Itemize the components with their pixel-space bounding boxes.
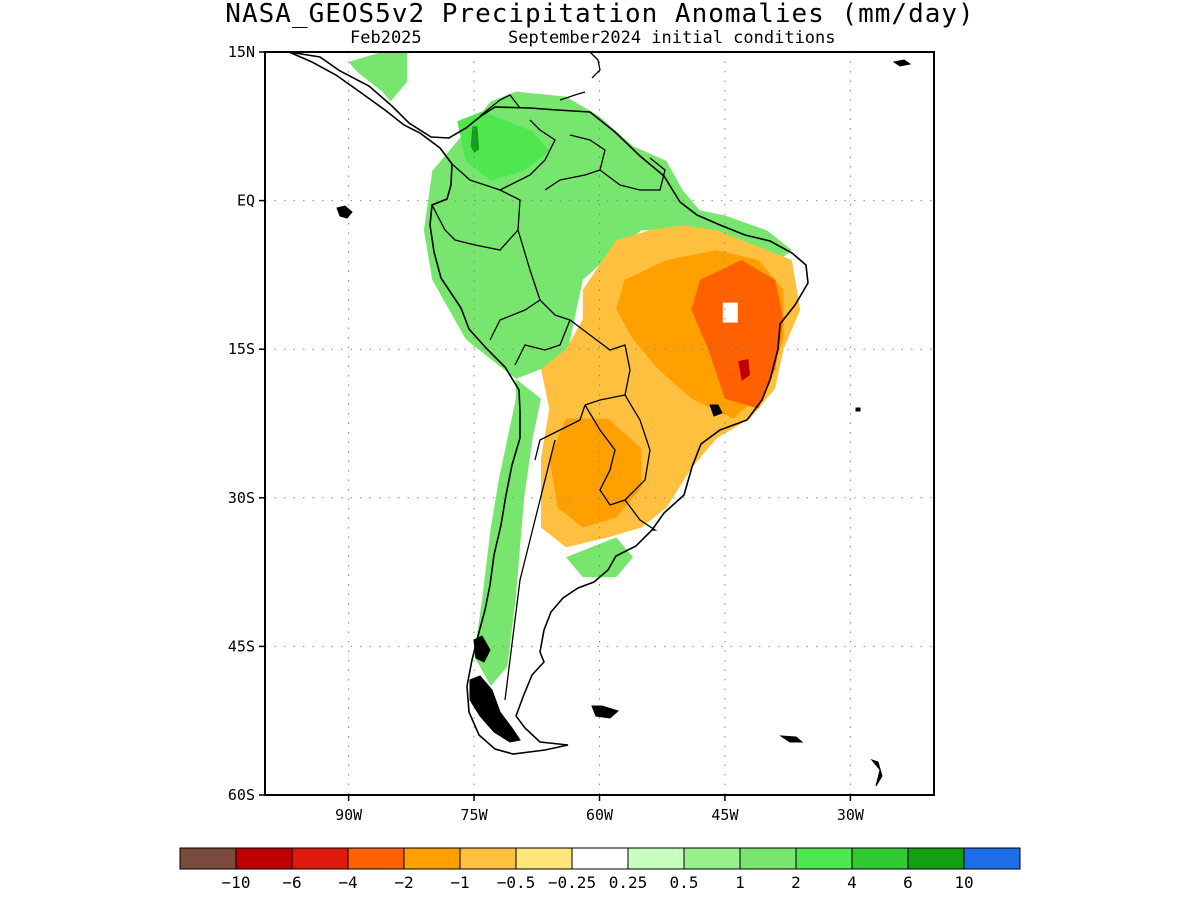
lat-tick-label: 45S [228,637,255,655]
colorbar-swatch [515,847,573,870]
lon-tick-label: 30W [837,806,865,824]
anomaly-region-2 [470,126,480,153]
lat-tick-label: 15N [228,43,255,61]
anomaly-region-8 [549,418,642,528]
colorbar-swatch [795,847,853,870]
colorbar-swatch [235,847,293,870]
longitude-axis: 90W 75W 60W 45W 30W [335,795,865,824]
colorbar-swatch [851,847,909,870]
colorbar-swatch [347,847,405,870]
latitude-axis: 15N EQ 15S 30S 45S 60S [228,43,265,804]
colorbar-label: 4 [847,873,857,892]
valid-month: Feb2025 [350,28,422,48]
anomaly-region-4 [348,52,408,102]
figure-title: NASA_GEOS5v2 Precipitation Anomalies (mm… [225,0,975,29]
colorbar-label: −0.5 [497,873,536,892]
lat-tick-label: 15S [228,340,255,358]
islands [336,59,912,787]
colorbar-label: 0.5 [670,873,699,892]
colorbar-label: −4 [338,873,357,892]
colorbar-label: 1 [735,873,745,892]
anomaly-region-1 [457,111,550,181]
colorbar-swatch [403,847,461,870]
lon-tick-label: 90W [335,806,363,824]
colorbar-label: −2 [394,873,413,892]
colorbar-swatch [459,847,517,870]
colorbar-swatch [571,847,629,870]
lat-tick-label: 30S [228,489,255,507]
anomaly-region-3 [474,141,476,144]
colorbar-label: 2 [791,873,801,892]
missing-data-cell [722,302,738,323]
colorbar-swatch [683,847,741,870]
lat-tick-label: EQ [237,192,255,210]
lat-tick-label: 60S [228,786,255,804]
colorbar-label: 0.25 [609,873,648,892]
anomaly-region-5 [566,537,633,578]
anomaly-layer [348,52,801,687]
south-america-coastline [288,52,809,755]
lon-tick-label: 45W [711,806,739,824]
colorbar-label: −10 [222,873,251,892]
colorbar-swatch [739,847,797,870]
colorbar-label: 10 [954,873,973,892]
colorbar-label: −1 [450,873,469,892]
anomaly-region-9 [691,260,784,409]
colorbar-label: −6 [282,873,301,892]
coastlines [288,52,912,787]
colorbar-swatch [627,847,685,870]
country-borders [431,119,666,701]
colorbar-swatch [291,847,349,870]
colorbar: −10 −6 −4 −2 −1 −0.5 −0.25 0.25 0.5 1 2 4 6 10 [179,847,1021,892]
initial-conditions: September2024 initial conditions [508,28,836,48]
colorbar-swatch [907,847,965,870]
north-coastline [479,52,601,117]
colorbar-label: −0.25 [548,873,596,892]
lon-tick-label: 60W [586,806,614,824]
colorbar-swatch [179,847,237,870]
colorbar-swatch [963,847,1021,870]
colorbar-label: 6 [903,873,913,892]
lon-tick-label: 75W [461,806,489,824]
anomaly-region-10 [738,359,750,381]
grid-lines [265,52,934,795]
